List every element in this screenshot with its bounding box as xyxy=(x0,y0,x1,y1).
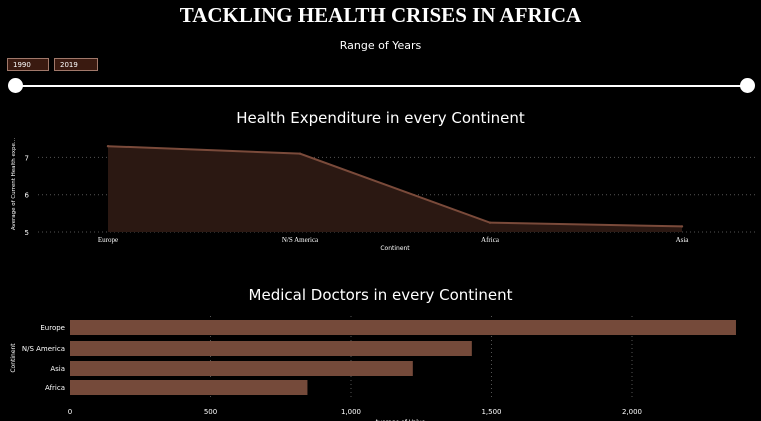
y-tick-label: 5 xyxy=(25,229,29,237)
y-tick-label: N/S America xyxy=(22,345,65,353)
x-axis-label: Average of Value xyxy=(375,419,426,421)
x-axis-label: Continent xyxy=(380,245,410,252)
bar-chart-title: Medical Doctors in every Continent xyxy=(248,286,513,304)
year-slider-track[interactable] xyxy=(15,84,748,87)
x-tick-label: Europe xyxy=(98,236,118,244)
data-point xyxy=(298,152,302,155)
data-point xyxy=(106,144,110,148)
x-tick-label: 2,000 xyxy=(622,408,642,416)
range-label: Range of Years xyxy=(339,39,422,52)
end-year-input[interactable]: 2019 xyxy=(54,58,98,71)
bar xyxy=(70,380,308,395)
data-point xyxy=(488,221,492,224)
x-tick-label: Africa xyxy=(481,236,500,244)
page-title: TACKLING HEALTH CRISES IN AFRICA xyxy=(179,3,582,27)
y-axis-label: Continent xyxy=(10,343,17,373)
data-point xyxy=(680,225,684,228)
y-tick-label: 6 xyxy=(25,192,30,200)
x-tick-label: 500 xyxy=(204,408,217,416)
bar xyxy=(70,361,413,376)
area-chart-title: Health Expenditure in every Continent xyxy=(236,109,525,127)
area-line xyxy=(107,145,683,228)
y-tick-label: 7 xyxy=(25,154,29,162)
year-slider-end-handle[interactable] xyxy=(740,78,755,93)
x-tick-label: 0 xyxy=(68,408,72,416)
x-tick-label: Asia xyxy=(676,236,690,244)
x-tick-label: 1,000 xyxy=(341,408,361,416)
x-tick-label: N/S America xyxy=(282,236,319,244)
bar xyxy=(70,341,472,356)
medical-doctors-chart: 0 500 1,000 1,500 2,000 Europe N/S America Asia… xyxy=(10,316,736,421)
y-axis-label: Average of Current Health expe... xyxy=(11,138,17,231)
y-tick-label: Europe xyxy=(40,324,65,332)
year-slider-start-handle[interactable] xyxy=(8,78,23,93)
y-tick-label: Africa xyxy=(45,384,65,392)
health-expenditure-chart: 5 6 7 Europe N/S America Africa Asia Continent A… xyxy=(11,138,758,252)
start-year-input[interactable]: 1990 xyxy=(7,58,49,71)
y-tick-label: Asia xyxy=(50,365,65,373)
bar xyxy=(70,320,736,335)
x-tick-label: 1,500 xyxy=(481,408,501,416)
